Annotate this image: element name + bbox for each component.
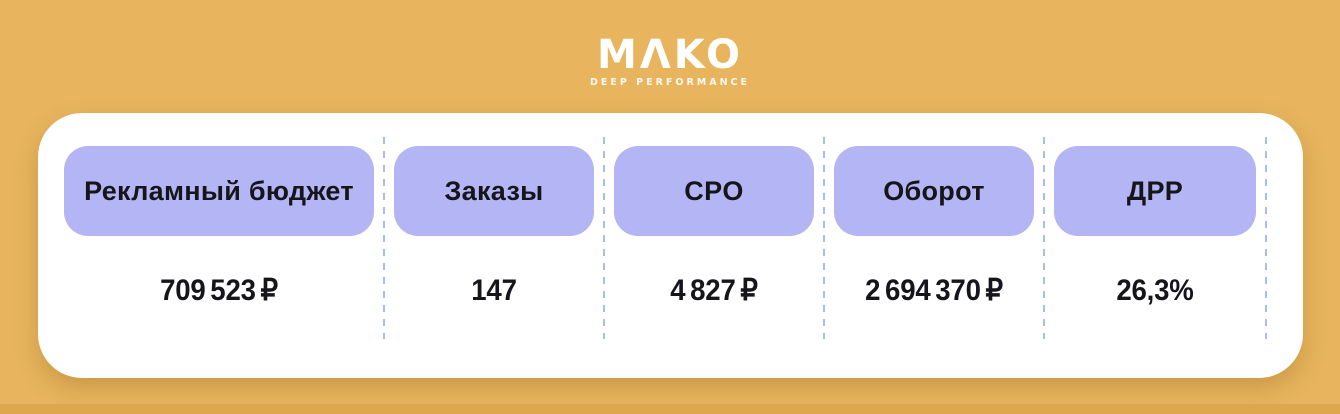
background-bottom-shade — [0, 404, 1340, 414]
column-divider — [1265, 137, 1267, 339]
kpi-label-pill: ДРР — [1054, 146, 1256, 236]
column-divider — [383, 137, 385, 339]
column-divider — [823, 137, 825, 339]
kpi-column-revenue: Оборот 2 694 370 ₽ — [824, 137, 1045, 378]
column-divider — [603, 137, 605, 339]
kpi-value: 4 827 ₽ — [670, 274, 758, 307]
kpi-label-pill: Рекламный бюджет — [64, 146, 374, 236]
mako-logo: MΛKO DEEP PERFORMANCE — [0, 35, 1340, 88]
kpi-value: 147 — [471, 274, 517, 307]
kpi-label: Заказы — [444, 175, 544, 206]
kpi-label: Рекламный бюджет — [84, 175, 354, 206]
kpi-label: ДРР — [1126, 175, 1184, 206]
kpi-card: Рекламный бюджет 709 523 ₽ Заказы 147 CP… — [38, 113, 1303, 378]
kpi-column-orders: Заказы 147 — [384, 137, 605, 378]
kpi-value: 2 694 370 ₽ — [865, 274, 1003, 307]
kpi-label-pill: CPO — [614, 146, 814, 236]
kpi-column-drr: ДРР 26,3% — [1044, 137, 1267, 378]
kpi-label-pill: Заказы — [394, 146, 594, 236]
kpi-column-cpo: CPO 4 827 ₽ — [604, 137, 825, 378]
kpi-label-pill: Оборот — [834, 146, 1034, 236]
kpi-label: CPO — [684, 175, 744, 206]
kpi-column-ad-budget: Рекламный бюджет 709 523 ₽ — [38, 137, 385, 378]
kpi-value: 709 523 ₽ — [160, 274, 278, 307]
column-divider — [1043, 137, 1045, 339]
mako-wordmark: MΛKO — [597, 32, 743, 78]
kpi-label: Оборот — [883, 175, 985, 206]
kpi-value: 26,3% — [1116, 274, 1194, 307]
mako-tagline: DEEP PERFORMANCE — [589, 77, 750, 88]
